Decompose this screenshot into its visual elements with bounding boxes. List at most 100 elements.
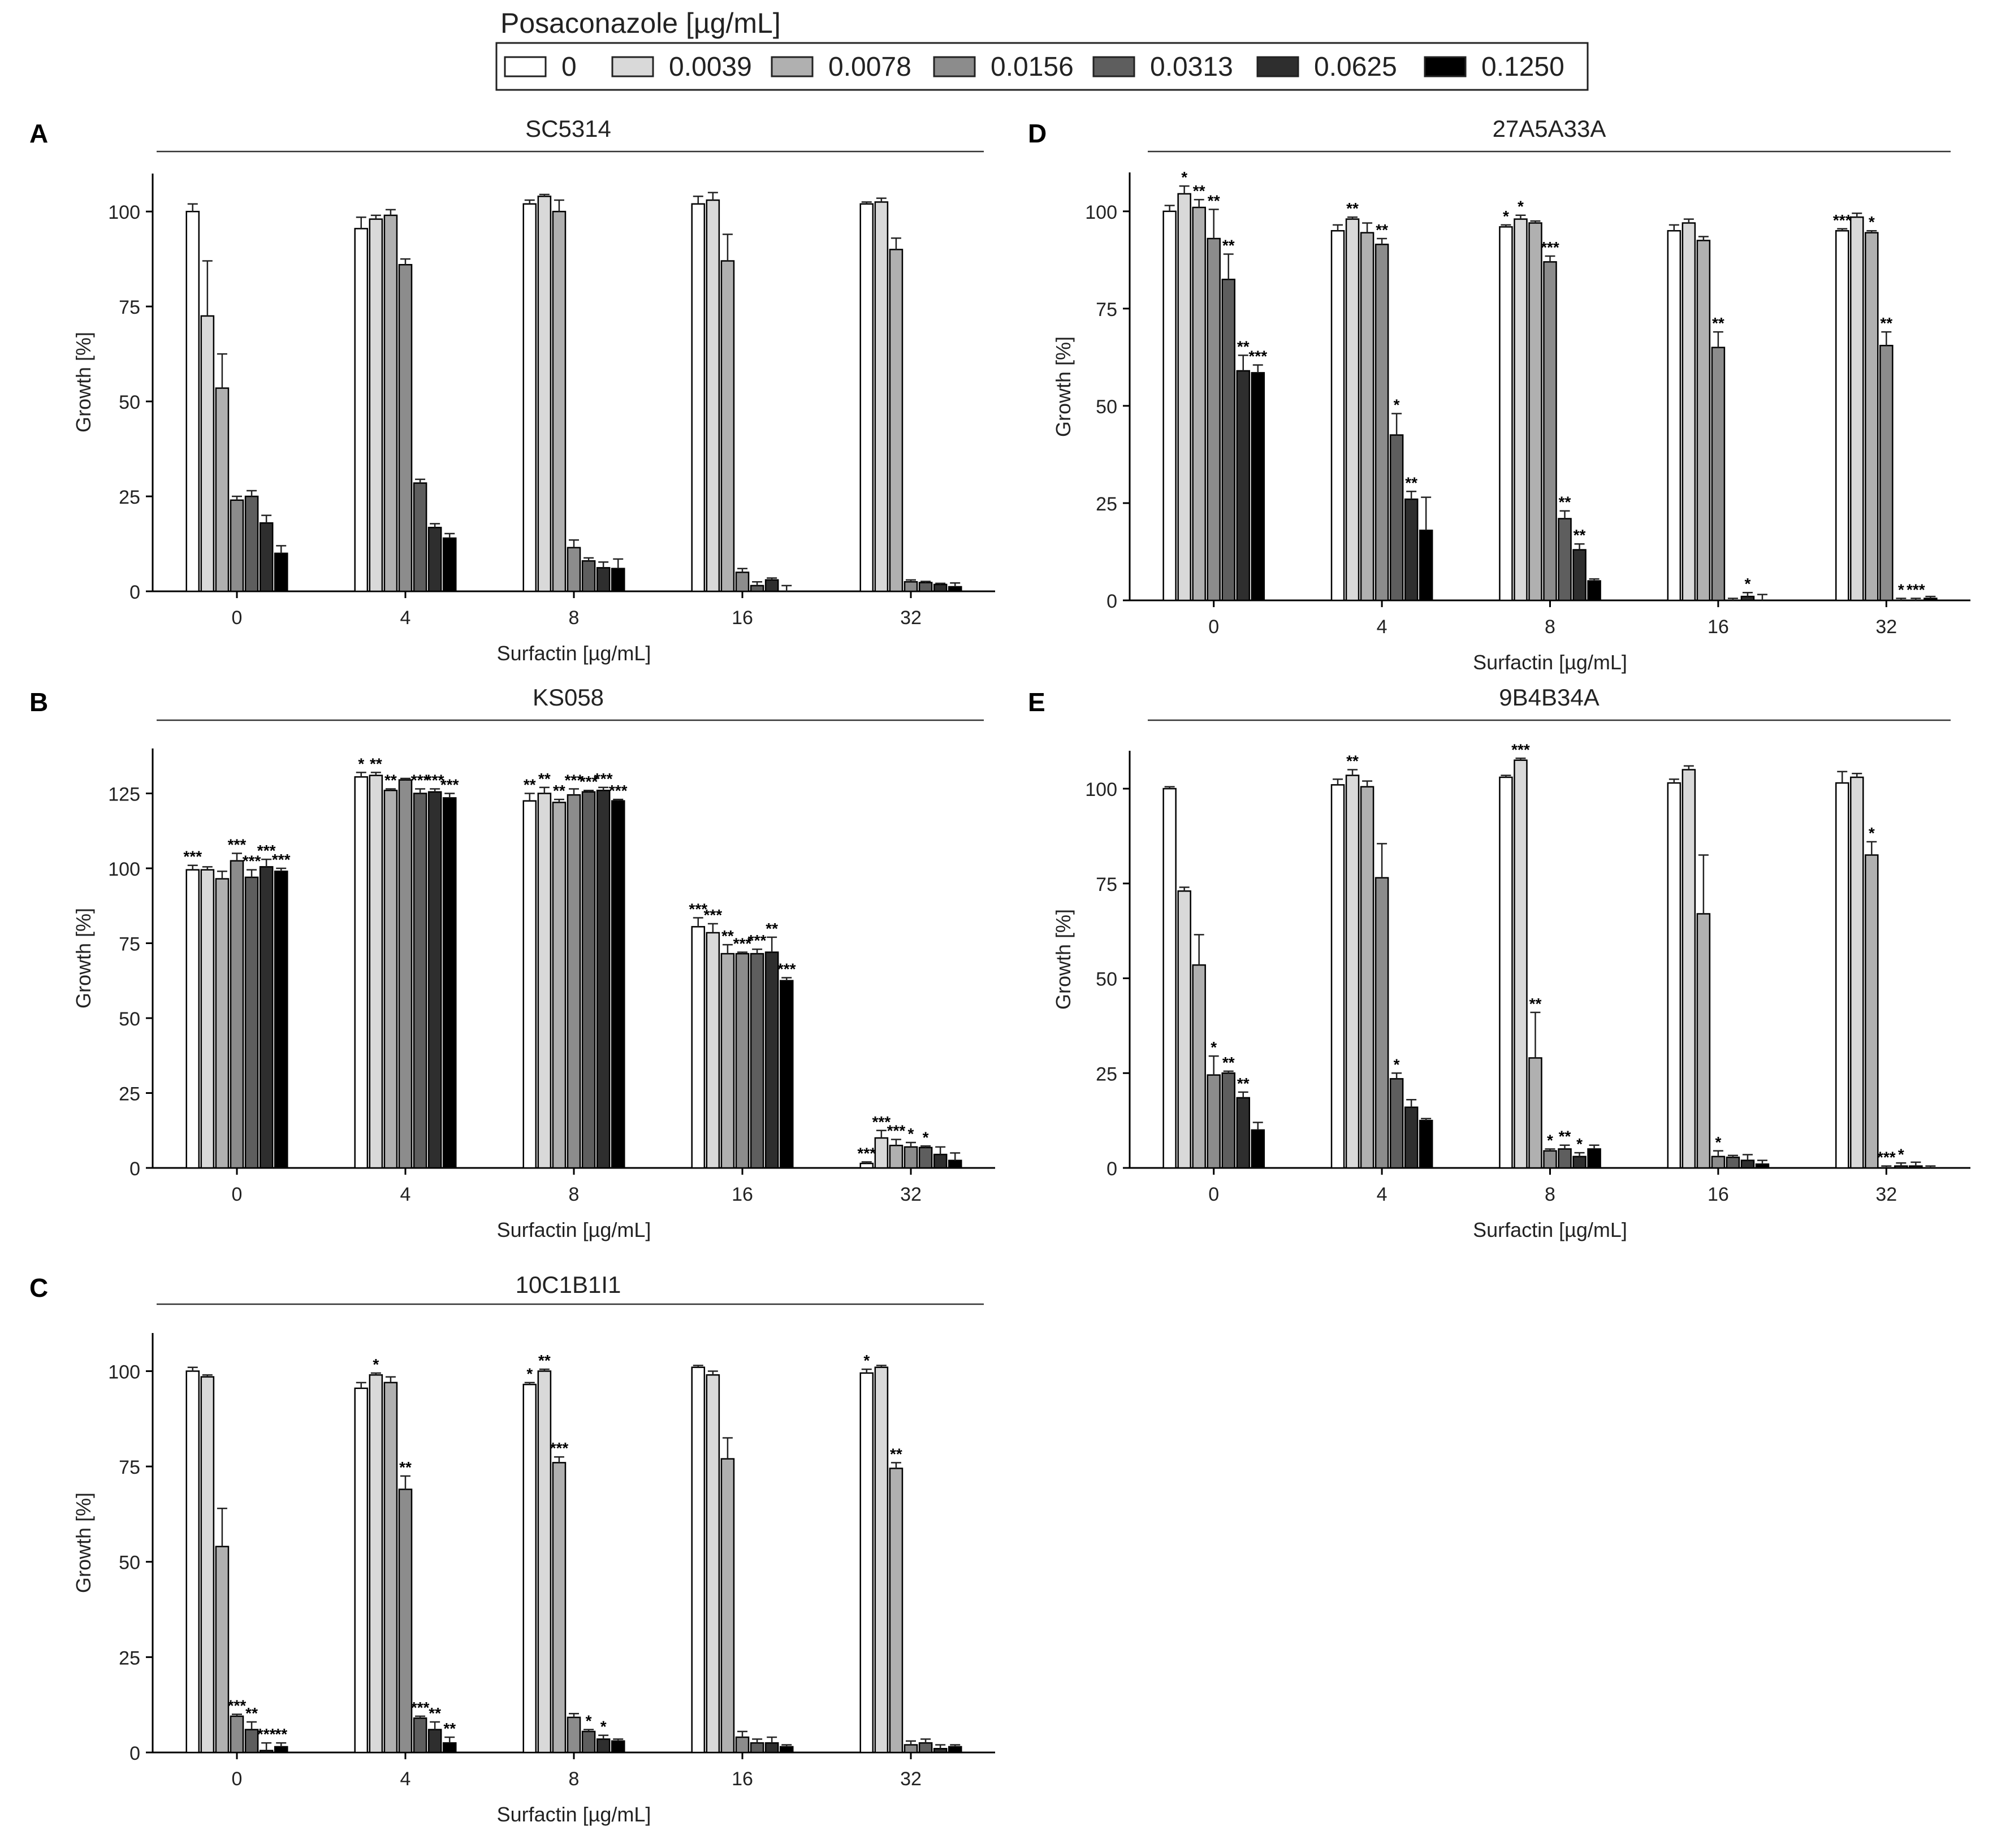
x-tick-label: 4 — [400, 1768, 411, 1790]
y-tick-label: 100 — [1085, 779, 1117, 800]
x-axis-label: Surfactin [µg/mL] — [497, 1218, 651, 1241]
significance-marker: * — [586, 1712, 592, 1730]
legend-swatch-4 — [1092, 56, 1135, 77]
bar — [750, 1742, 764, 1754]
bar — [859, 203, 874, 592]
significance-marker: ** — [1193, 182, 1205, 200]
significance-marker: *** — [1511, 741, 1530, 758]
legend-label-6: 0.1250 — [1481, 52, 1564, 82]
significance-marker: *** — [1833, 211, 1852, 229]
bar — [874, 201, 889, 592]
bar — [889, 1468, 904, 1754]
bar — [215, 878, 230, 1169]
bar — [611, 800, 625, 1169]
bar — [1711, 347, 1726, 601]
bar — [1251, 1129, 1265, 1169]
bar — [1207, 1074, 1221, 1169]
y-tick-label: 100 — [1085, 202, 1117, 223]
bar — [1374, 877, 1389, 1169]
significance-marker: ** — [429, 1704, 441, 1722]
significance-marker: *** — [733, 934, 752, 952]
legend-label-0: 0 — [561, 52, 577, 82]
panel-title: 9B4B34A — [1499, 684, 1599, 711]
x-tick-label: 4 — [400, 607, 411, 629]
bar — [1404, 1106, 1419, 1169]
bar — [859, 1162, 874, 1169]
bar — [244, 876, 259, 1169]
bar — [904, 1744, 918, 1754]
bar — [230, 499, 244, 592]
y-tick-label: 75 — [1096, 299, 1117, 321]
significance-marker: ** — [1712, 314, 1724, 332]
legend: Posaconazole [µg/mL] 0 0.0039 0.0078 0.0156… — [495, 7, 1589, 91]
significance-marker: ** — [890, 1445, 902, 1462]
bar — [691, 926, 706, 1169]
significance-marker: *** — [440, 776, 459, 794]
panel-title: 10C1B1I1 — [516, 1271, 621, 1298]
significance-marker: * — [923, 1128, 929, 1146]
bar — [567, 547, 581, 592]
significance-marker: *** — [550, 1439, 569, 1457]
x-tick-label: 8 — [569, 1768, 580, 1790]
bar — [1711, 1155, 1726, 1169]
y-tick-label: 25 — [119, 1084, 140, 1105]
bar — [398, 263, 413, 592]
bar — [1865, 854, 1879, 1169]
significance-marker: ** — [370, 755, 382, 772]
bar — [1558, 1148, 1572, 1169]
bar — [1360, 232, 1374, 601]
significance-marker: *** — [411, 1699, 430, 1716]
x-tick-label: 0 — [1208, 1184, 1219, 1205]
significance-marker: ** — [524, 776, 536, 794]
bar — [904, 1146, 918, 1169]
y-tick-label: 75 — [1096, 874, 1117, 895]
panel-title: KS058 — [533, 684, 604, 711]
bar — [354, 1387, 369, 1754]
significance-marker: * — [1394, 396, 1400, 414]
significance-marker: *** — [1541, 239, 1559, 256]
bar — [1162, 787, 1177, 1169]
bar — [750, 585, 764, 592]
significance-marker: *** — [594, 770, 613, 787]
bar — [735, 953, 750, 1169]
bar — [567, 1716, 581, 1754]
legend-swatch-0 — [504, 56, 547, 77]
significance-marker: * — [1518, 198, 1524, 215]
significance-marker: ** — [1237, 1075, 1250, 1092]
bar — [933, 583, 948, 592]
bar — [1374, 244, 1389, 601]
bar — [1330, 230, 1345, 601]
bar — [244, 495, 259, 592]
bar — [706, 932, 720, 1169]
significance-marker: * — [1744, 575, 1750, 592]
x-tick-label: 8 — [1545, 616, 1555, 638]
bar — [1726, 1156, 1740, 1169]
x-tick-label: 32 — [900, 1184, 922, 1205]
bar — [1330, 784, 1345, 1169]
bar — [552, 802, 567, 1169]
bar — [230, 860, 244, 1169]
x-tick-label: 0 — [232, 1768, 243, 1790]
bar — [413, 482, 427, 592]
x-tick-label: 8 — [1545, 1184, 1555, 1205]
panel-title: 27A5A33A — [1493, 115, 1606, 142]
bar — [581, 791, 596, 1169]
bar — [383, 214, 398, 592]
bar — [567, 794, 581, 1169]
panel-letter: C — [29, 1273, 48, 1302]
bar — [1667, 230, 1682, 601]
bar — [1389, 434, 1404, 601]
bar — [427, 526, 442, 592]
x-tick-label: 0 — [232, 607, 243, 629]
significance-marker: *** — [243, 852, 261, 870]
y-tick-label: 125 — [108, 784, 140, 806]
bar — [442, 1742, 457, 1754]
bar — [1251, 372, 1265, 601]
bar — [522, 800, 537, 1169]
bar — [720, 1458, 735, 1754]
significance-marker: ** — [1222, 1054, 1235, 1071]
significance-marker: *** — [689, 900, 707, 917]
bar — [1360, 786, 1374, 1169]
